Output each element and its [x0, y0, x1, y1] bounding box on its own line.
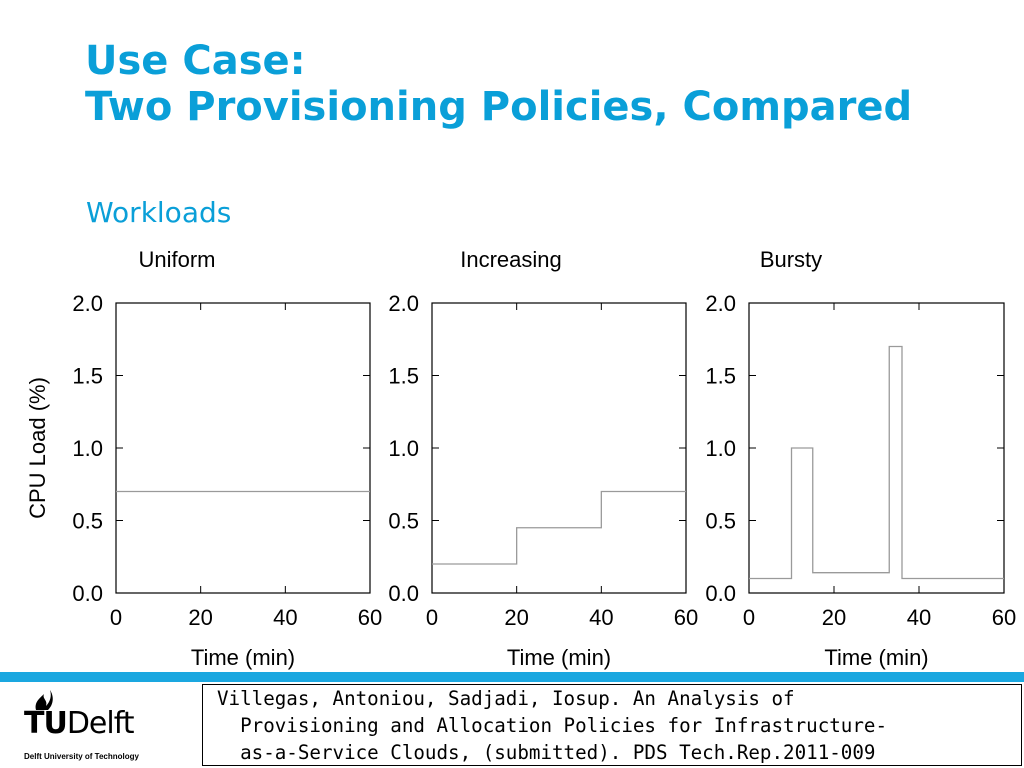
- chart-2-xtick-label: 0: [426, 605, 438, 630]
- chart-1-ytick-label: 0.5: [72, 509, 103, 534]
- chart-2-xlabel: Time (min): [507, 645, 611, 670]
- chart-3-frame: [748, 302, 1005, 594]
- chart-1-ytick-label: 1.5: [72, 364, 103, 389]
- logo-subtitle: Delft University of Technology: [24, 752, 139, 761]
- chart-2-ytick-label: 1.0: [388, 436, 419, 461]
- chart-2-ytick-label: 0.0: [388, 581, 419, 606]
- slide-subtitle: Workloads: [86, 196, 232, 229]
- chart-1-title: Uniform: [138, 247, 215, 272]
- chart-2-title: Increasing: [460, 247, 562, 272]
- chart-2-ytick-label: 0.5: [388, 509, 419, 534]
- logo-tu: TU: [24, 706, 68, 741]
- chart-2-xtick-label: 20: [504, 605, 528, 630]
- footer-band: [0, 672, 1024, 682]
- chart-2-xtick-label: 60: [674, 605, 698, 630]
- chart-2-ytick-label: 2.0: [388, 291, 419, 316]
- chart-1-ylabel: CPU Load (%): [25, 377, 50, 519]
- citation-line-1: Villegas, Antoniou, Sadjadi, Iosup. An A…: [217, 687, 795, 710]
- chart-2-xtick-label: 40: [589, 605, 613, 630]
- logo-wordmark: TUDelft: [24, 706, 135, 741]
- chart-3-title: Bursty: [760, 247, 822, 272]
- chart-3-xtick-label: 20: [822, 605, 846, 630]
- slide-title-line-2: Two Provisioning Policies, Compared: [85, 84, 913, 130]
- chart-3-ytick-label: 1.0: [705, 436, 736, 461]
- chart-3-xtick-label: 0: [743, 605, 755, 630]
- logo-delft: Delft: [66, 706, 135, 741]
- citation-line-3: as-a-Service Clouds, (submitted). PDS Te…: [217, 741, 876, 764]
- chart-1-xlabel: Time (min): [191, 645, 295, 670]
- chart-3-ytick-label: 1.5: [705, 364, 736, 389]
- tu-delft-logo: TUDelft Delft University of Technology: [22, 688, 192, 766]
- flame-icon: [35, 690, 53, 710]
- chart-1-xtick-label: 40: [273, 605, 297, 630]
- citation-line-2: Provisioning and Allocation Policies for…: [217, 714, 888, 737]
- chart-3-xtick-label: 60: [992, 605, 1016, 630]
- chart-3-xtick-label: 40: [907, 605, 931, 630]
- chart-3-ytick-label: 2.0: [705, 291, 736, 316]
- chart-2-frame: [431, 302, 687, 594]
- chart-3-xlabel: Time (min): [824, 645, 928, 670]
- slide-title: Use Case: Two Provisioning Policies, Com…: [85, 38, 912, 130]
- slide-title-line-1: Use Case:: [85, 38, 306, 84]
- chart-1-ytick-label: 1.0: [72, 436, 103, 461]
- chart-1-xtick-label: 20: [188, 605, 212, 630]
- chart-1-ytick-label: 2.0: [72, 291, 103, 316]
- chart-3-ytick-label: 0.5: [705, 509, 736, 534]
- citation-box: Villegas, Antoniou, Sadjadi, Iosup. An A…: [202, 684, 1022, 766]
- chart-1-xtick-label: 0: [110, 605, 122, 630]
- chart-3-series-line: [749, 345, 1004, 580]
- chart-1-frame: [115, 302, 371, 594]
- chart-3-ytick-label: 0.0: [705, 581, 736, 606]
- chart-2-series-line: [432, 490, 686, 565]
- chart-2-ytick-label: 1.5: [388, 364, 419, 389]
- chart-1-ytick-label: 0.0: [72, 581, 103, 606]
- chart-1-xtick-label: 60: [358, 605, 382, 630]
